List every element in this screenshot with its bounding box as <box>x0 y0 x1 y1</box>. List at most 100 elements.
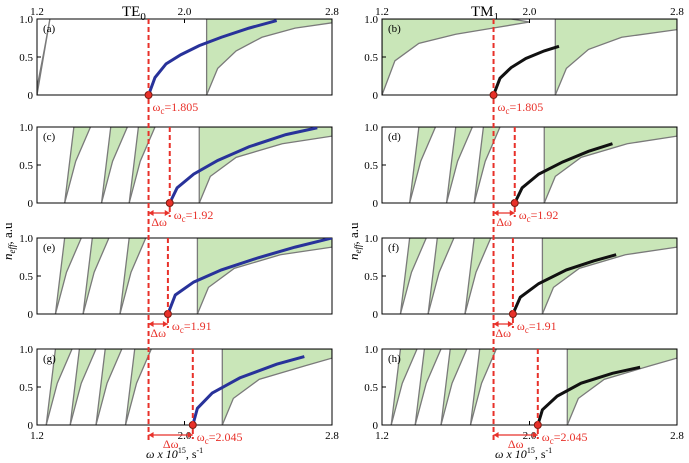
y-tick-label: 0.5 <box>19 382 33 394</box>
allowed-band <box>464 238 492 314</box>
y-tick-label: 0.5 <box>19 52 33 64</box>
y-tick-label: 0 <box>373 420 379 432</box>
delta-arrowhead-right <box>187 432 193 438</box>
allowed-band <box>554 19 677 95</box>
delta-arrowhead-right <box>162 321 168 327</box>
y-tick-label: 0 <box>28 198 34 210</box>
cutoff-label: ωc=2.045 <box>542 430 588 446</box>
allowed-band <box>409 127 437 203</box>
x-tick-label: 1.2 <box>30 430 44 442</box>
x-tick-label: 1.2 <box>375 430 389 442</box>
allowed-band <box>390 349 418 425</box>
cutoff-label: ωc=1.92 <box>174 208 214 224</box>
y-tick-label: 0 <box>28 90 34 102</box>
delta-arrowhead-left <box>148 432 154 438</box>
panel-label: (e) <box>43 242 56 254</box>
allowed-band <box>205 19 332 95</box>
allowed-band <box>198 127 332 203</box>
allowed-band <box>54 238 82 314</box>
cutoff-label: ωc=1.805 <box>153 100 199 116</box>
allowed-band <box>119 238 147 314</box>
delta-label: Δω <box>508 437 524 451</box>
delta-arrowhead-right <box>164 210 170 216</box>
allowed-band <box>128 127 156 203</box>
y-tick-label: 0.5 <box>364 52 378 64</box>
x-tick-label: 1.2 <box>30 6 44 18</box>
delta-arrowhead-left <box>493 432 499 438</box>
curve-clip <box>191 355 305 425</box>
panel-label: (f) <box>388 242 399 254</box>
delta-label: Δω <box>150 326 166 340</box>
y-tick-label: 0.5 <box>364 271 378 283</box>
dispersion-curve <box>511 253 617 314</box>
y-tick-label: 1.0 <box>364 14 378 26</box>
delta-label: Δω <box>163 437 179 451</box>
delta-arrowhead-left <box>148 210 154 216</box>
y-tick-label: 1.0 <box>19 233 33 245</box>
allowed-band <box>124 349 153 425</box>
allowed-band <box>445 127 474 203</box>
x-tick-label: 2.8 <box>325 6 339 18</box>
col-title-tm: TM1 <box>471 4 499 23</box>
allowed-band <box>196 238 332 314</box>
panel-label: (c) <box>43 131 56 143</box>
curve-clip <box>492 44 560 95</box>
y-tick-label: 1.0 <box>364 233 378 245</box>
delta-arrowhead-left <box>148 321 154 327</box>
y-tick-label: 0 <box>28 420 34 432</box>
band-group <box>45 349 332 425</box>
y-tick-label: 1.0 <box>364 344 378 356</box>
y-tick-label: 1.0 <box>19 14 33 26</box>
y-axis-label-right: neff, a.u <box>346 222 363 260</box>
panel-c: 0 0.5 1.0 (c) ωc=1.92 Δω <box>19 122 333 229</box>
y-tick-label: 0 <box>373 198 379 210</box>
band-group <box>409 127 677 203</box>
y-tick-label: 0 <box>373 309 379 321</box>
cutoff-label: ωc=2.045 <box>197 430 243 446</box>
allowed-band <box>95 349 123 425</box>
allowed-band <box>64 127 92 203</box>
cutoff-label: ωc=1.92 <box>519 208 559 224</box>
x-tick-label: 2.0 <box>523 6 537 18</box>
dispersion-curve <box>492 44 560 95</box>
panel-label: (a) <box>43 23 56 35</box>
y-tick-label: 0 <box>373 90 379 102</box>
allowed-band <box>382 19 530 95</box>
panel-label: (g) <box>43 353 56 365</box>
x-tick-label: 2.0 <box>178 6 192 18</box>
allowed-band <box>221 349 332 425</box>
curve-clip <box>511 253 617 314</box>
allowed-band <box>69 349 97 425</box>
dispersion-curve <box>536 365 641 425</box>
panel-a: 0 0.5 1.01.2 2.0 2.8 (a) ωc=1.805 <box>19 6 339 116</box>
panel-label: (d) <box>388 131 401 143</box>
y-tick-label: 0.5 <box>364 382 378 394</box>
band-group <box>390 349 677 425</box>
y-axis-label-left: neff, a.u <box>0 222 17 260</box>
allowed-band <box>427 238 455 314</box>
allowed-band <box>469 349 498 425</box>
delta-arrowhead-right <box>509 210 515 216</box>
curve-clip <box>147 19 278 95</box>
dispersion-curve <box>513 142 613 203</box>
x-axis-label-left: ω x 1015, s-1 <box>146 446 203 461</box>
allowed-band <box>37 19 51 95</box>
band-group <box>54 238 332 314</box>
curve-clip <box>513 142 613 203</box>
band-group <box>399 238 677 314</box>
y-tick-label: 0 <box>28 309 34 321</box>
allowed-band <box>82 238 110 314</box>
x-tick-label: 2.8 <box>670 6 684 18</box>
y-tick-label: 0.5 <box>19 271 33 283</box>
y-tick-label: 0.5 <box>364 160 378 172</box>
delta-label: Δω <box>495 326 511 340</box>
y-tick-label: 0.5 <box>19 160 33 172</box>
panel-f: 0 0.5 1.0 (f) ωc=1.91 Δω <box>364 233 678 340</box>
delta-arrowhead-right <box>507 321 513 327</box>
col-title-te: TE0 <box>122 4 146 23</box>
panel-b: 0 0.5 1.01.2 2.0 2.8 (b) ωc=1.805 <box>364 6 684 116</box>
allowed-band <box>543 127 677 203</box>
